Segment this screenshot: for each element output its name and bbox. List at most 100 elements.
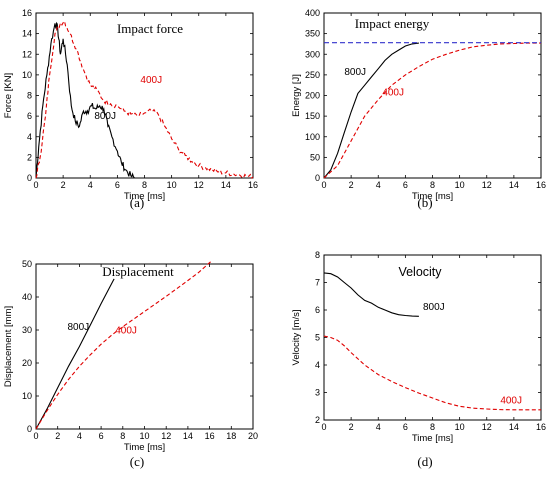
- subfigure-label: (b): [417, 195, 432, 210]
- plot-frame: [35, 263, 254, 430]
- series-annotation: 800J: [344, 67, 366, 78]
- x-tick-label: 8: [430, 422, 435, 432]
- x-tick-label: 10: [167, 180, 177, 190]
- y-axis-label: Energy [J]: [291, 74, 302, 117]
- series-annotation: 800J: [94, 111, 116, 122]
- series-line-800j: [35, 21, 136, 179]
- series-annotation: 400J: [115, 325, 137, 336]
- x-tick-label: 10: [455, 180, 465, 190]
- x-tick-label: 12: [482, 422, 492, 432]
- x-tick-label: 14: [509, 180, 519, 190]
- y-tick-label: 300: [305, 49, 320, 59]
- y-tick-label: 0: [27, 424, 32, 434]
- y-tick-label: 2: [315, 415, 320, 425]
- x-tick-label: 2: [349, 422, 354, 432]
- x-tick-label: 16: [205, 431, 215, 441]
- series-line-400j: [323, 335, 541, 411]
- x-tick-label: 10: [455, 422, 465, 432]
- subfigure-label: (d): [417, 454, 432, 469]
- chart-title: Impact energy: [355, 16, 430, 31]
- y-tick-label: 7: [315, 278, 320, 288]
- panel-a: 0 2 4 6 8 10 12 14 16 0 2 4 6 8 10 12 14 16 Time [ms] Force…: [3, 8, 258, 210]
- y-axis-label: Displacement [mm]: [3, 306, 14, 387]
- series-line-400j: [35, 20, 254, 179]
- y-tick-label: 8: [27, 91, 32, 101]
- x-tick-label: 2: [61, 180, 66, 190]
- y-tick-label: 400: [305, 8, 320, 18]
- x-tick-label: 10: [139, 431, 149, 441]
- y-tick-label: 10: [22, 391, 32, 401]
- x-axis-label: Time [ms]: [124, 442, 165, 453]
- series-line-800j: [35, 278, 115, 430]
- panel-c: 0 2 4 6 8 10 12 14 16 18 20 0 10 20 30 40 50 Time [ms] Dis…: [3, 259, 258, 469]
- x-tick-label: 8: [120, 431, 125, 441]
- y-tick-label: 16: [22, 8, 32, 18]
- y-tick-label: 4: [315, 360, 320, 370]
- x-tick-label: 16: [536, 180, 546, 190]
- x-tick-label: 4: [88, 180, 93, 190]
- x-tick-label: 4: [376, 422, 381, 432]
- series-line-400j: [35, 260, 213, 430]
- y-tick-label: 100: [305, 132, 320, 142]
- y-tick-label: 0: [315, 173, 320, 183]
- series-line-400j: [323, 42, 541, 179]
- x-axis-label: Time [ms]: [412, 191, 453, 202]
- series-annotation: 400J: [140, 75, 162, 86]
- series-line-800j: [323, 42, 419, 179]
- y-tick-label: 8: [315, 250, 320, 260]
- y-axis-label: Velocity [m/s]: [291, 310, 302, 366]
- chart-title: Displacement: [102, 264, 174, 279]
- chart-title: Velocity: [398, 265, 442, 279]
- x-tick-label: 8: [430, 180, 435, 190]
- x-tick-label: 6: [403, 180, 408, 190]
- series-line-800j: [323, 272, 419, 317]
- y-tick-label: 250: [305, 70, 320, 80]
- x-tick-label: 16: [248, 180, 258, 190]
- series-annotation: 400J: [500, 396, 522, 407]
- x-tick-label: 14: [221, 180, 231, 190]
- x-tick-label: 12: [161, 431, 171, 441]
- x-tick-label: 2: [55, 431, 60, 441]
- y-tick-label: 4: [27, 132, 32, 142]
- x-tick-label: 0: [321, 180, 326, 190]
- y-tick-label: 14: [22, 29, 32, 39]
- x-tick-label: 4: [77, 431, 82, 441]
- x-tick-label: 0: [33, 180, 38, 190]
- chart-title: Impact force: [117, 21, 183, 36]
- y-tick-label: 30: [22, 325, 32, 335]
- y-tick-label: 350: [305, 29, 320, 39]
- y-tick-label: 6: [27, 111, 32, 121]
- x-tick-label: 20: [248, 431, 258, 441]
- x-tick-label: 0: [33, 431, 38, 441]
- panel-b: 0 2 4 6 8 10 12 14 16 0 50 100 150 200 250 300 350 400 Tim…: [291, 8, 546, 210]
- y-tick-label: 40: [22, 292, 32, 302]
- subfigure-label: (c): [130, 454, 144, 469]
- plot-frame: [35, 12, 254, 179]
- x-tick-label: 14: [183, 431, 193, 441]
- series-annotation: 800J: [423, 302, 445, 313]
- x-tick-label: 12: [194, 180, 204, 190]
- y-tick-label: 20: [22, 358, 32, 368]
- y-tick-label: 150: [305, 111, 320, 121]
- x-tick-label: 6: [403, 422, 408, 432]
- y-tick-label: 5: [315, 333, 320, 343]
- x-tick-label: 2: [349, 180, 354, 190]
- x-tick-label: 8: [142, 180, 147, 190]
- x-tick-label: 6: [115, 180, 120, 190]
- y-tick-label: 12: [22, 49, 32, 59]
- y-tick-label: 10: [22, 70, 32, 80]
- series-annotation: 800J: [67, 322, 89, 333]
- y-tick-label: 6: [315, 305, 320, 315]
- x-tick-label: 6: [99, 431, 104, 441]
- x-tick-label: 16: [536, 422, 546, 432]
- subfigure-label: (a): [130, 195, 144, 210]
- y-axis-label: Force [KN]: [3, 73, 14, 118]
- x-tick-label: 12: [482, 180, 492, 190]
- y-tick-label: 50: [22, 259, 32, 269]
- y-tick-label: 50: [310, 152, 320, 162]
- x-tick-label: 0: [321, 422, 326, 432]
- x-axis-label: Time [ms]: [124, 191, 165, 202]
- x-tick-label: 14: [509, 422, 519, 432]
